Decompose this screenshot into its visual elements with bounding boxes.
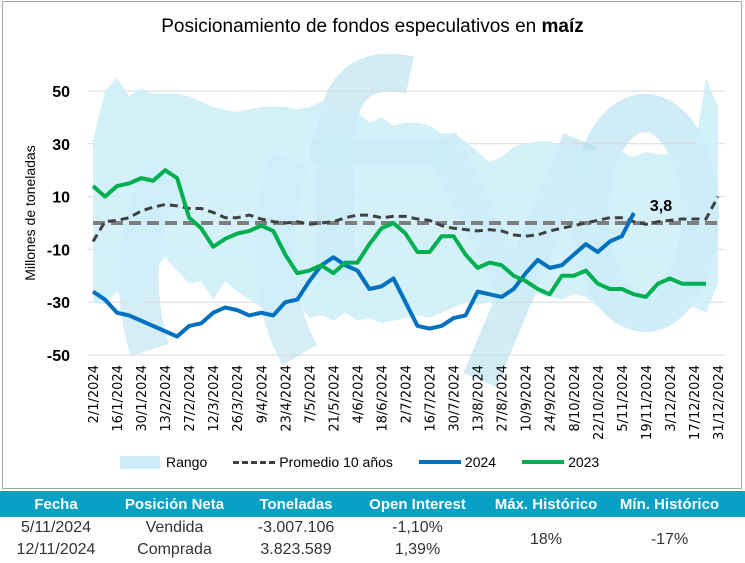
cell-open-interest: -1,10% bbox=[392, 519, 443, 536]
x-tick-label: 9/4/2024 bbox=[255, 365, 270, 423]
table-row: 12/11/2024 Comprada 3.823.589 1,39% bbox=[0, 539, 745, 561]
y-tick-label: -30 bbox=[47, 295, 70, 312]
header-open-interest: Open Interest bbox=[369, 495, 466, 513]
x-tick-label: 22/10/2024 bbox=[592, 365, 607, 440]
x-tick-label: 8/10/2024 bbox=[568, 365, 583, 432]
y-axis-label: Millones de toneladas bbox=[22, 145, 38, 280]
legend-item-2023: 2023 bbox=[522, 454, 599, 470]
y-tick-label: -10 bbox=[47, 242, 70, 259]
x-tick-label: 30/1/2024 bbox=[135, 365, 150, 432]
header-min: Mín. Histórico bbox=[619, 495, 720, 513]
legend-label: Rango bbox=[166, 454, 208, 470]
cell-open-interest: 1,39% bbox=[394, 541, 441, 558]
cell-toneladas: 3.823.589 bbox=[260, 541, 332, 558]
x-tick-label: 21/5/2024 bbox=[327, 365, 342, 432]
table-row: 5/11/2024 Vendida -3.007.106 -1,10% bbox=[0, 517, 745, 539]
chart-title-bold: maíz bbox=[541, 16, 584, 37]
legend-label: 2023 bbox=[568, 454, 600, 470]
x-tick-label: 3/12/2024 bbox=[664, 365, 679, 432]
cell-min-historico: -17% bbox=[650, 531, 689, 548]
header-posicion: Posición Neta bbox=[124, 495, 225, 513]
legend-swatch-line bbox=[418, 460, 461, 464]
x-tick-label: 30/7/2024 bbox=[448, 365, 463, 432]
header-fecha: Fecha bbox=[34, 495, 78, 513]
legend-label: 2024 bbox=[464, 454, 497, 470]
promedio-line bbox=[91, 195, 720, 243]
cell-toneladas: -3.007.106 bbox=[257, 519, 335, 536]
x-tick-label: 2/7/2024 bbox=[400, 365, 415, 423]
chart-legend: Rango Promedio 10 años 2024 2023 bbox=[120, 454, 625, 470]
legend-item-promedio: Promedio 10 años bbox=[233, 454, 393, 470]
line-2024 bbox=[91, 212, 636, 339]
x-tick-label: 16/1/2024 bbox=[111, 365, 126, 432]
line-2023 bbox=[91, 168, 706, 299]
x-tick-label: 31/12/2024 bbox=[712, 365, 727, 440]
x-tick-label: 13/2/2024 bbox=[159, 365, 174, 432]
x-tick-label: 24/9/2024 bbox=[544, 365, 559, 432]
legend-swatch-area bbox=[120, 455, 160, 469]
x-tick-label: 23/4/2024 bbox=[279, 365, 294, 432]
legend-label: Promedio 10 años bbox=[279, 454, 393, 470]
summary-table: Fecha Posición Neta Toneladas Open Inter… bbox=[0, 491, 745, 563]
header-max: Máx. Histórico bbox=[494, 495, 598, 513]
chart-title-text: Posicionamiento de fondos especulativos … bbox=[161, 16, 542, 37]
x-tick-label: 19/11/2024 bbox=[640, 365, 655, 440]
cell-posicion: Vendida bbox=[145, 519, 204, 536]
cell-fecha: 5/11/2024 bbox=[21, 519, 91, 536]
legend-swatch-line bbox=[522, 460, 565, 464]
legend-item-2024: 2024 bbox=[418, 454, 497, 470]
y-tick-label: 10 bbox=[52, 190, 70, 207]
x-tick-label: 4/6/2024 bbox=[351, 365, 366, 423]
x-tick-label: 13/8/2024 bbox=[472, 365, 487, 432]
cell-fecha: 12/11/2024 bbox=[16, 541, 96, 558]
x-axis-ticks: 2/1/2024 16/1/2024 30/1/2024 13/2/2024 27/2/… bbox=[87, 365, 727, 440]
header-toneladas: Toneladas bbox=[259, 495, 333, 513]
x-tick-label: 12/3/2024 bbox=[207, 365, 222, 432]
x-tick-label: 7/5/2024 bbox=[303, 365, 318, 423]
x-tick-label: 17/12/2024 bbox=[688, 365, 703, 440]
series-lines bbox=[91, 168, 720, 339]
data-label: 3,8 bbox=[650, 198, 672, 215]
x-tick-label: 26/3/2024 bbox=[231, 365, 246, 432]
y-tick-label: 50 bbox=[52, 84, 70, 101]
x-tick-label: 5/11/2024 bbox=[616, 365, 631, 432]
cell-max-historico: 18% bbox=[529, 531, 563, 548]
table-body: 5/11/2024 Vendida -3.007.106 -1,10% 12/1… bbox=[0, 517, 745, 563]
legend-item-rango: Rango bbox=[120, 454, 207, 470]
x-tick-label: 27/2/2024 bbox=[183, 365, 198, 432]
y-tick-label: -50 bbox=[47, 348, 70, 365]
annotations: 3,8 bbox=[650, 198, 672, 215]
table-header: Fecha Posición Neta Toneladas Open Inter… bbox=[0, 491, 745, 517]
x-tick-label: 2/1/2024 bbox=[87, 365, 102, 423]
range-area bbox=[93, 77, 718, 324]
x-tick-label: 27/8/2024 bbox=[496, 365, 511, 432]
chart-title: Posicionamiento de fondos especulativos … bbox=[0, 16, 745, 38]
chart-plot: 50 30 10 -10 -30 -50 2/1/2024 16/1/2024 30/1/20… bbox=[22, 53, 727, 440]
x-tick-label: 16/7/2024 bbox=[424, 365, 439, 432]
legend-swatch-dashed bbox=[233, 460, 276, 464]
x-tick-label: 18/6/2024 bbox=[375, 365, 390, 432]
y-axis-ticks: 50 30 10 -10 -30 -50 bbox=[47, 84, 70, 365]
range-area-shape bbox=[93, 77, 718, 324]
x-tick-label: 10/9/2024 bbox=[520, 365, 535, 432]
y-tick-label: 30 bbox=[52, 137, 70, 154]
cell-posicion: Comprada bbox=[137, 541, 212, 558]
